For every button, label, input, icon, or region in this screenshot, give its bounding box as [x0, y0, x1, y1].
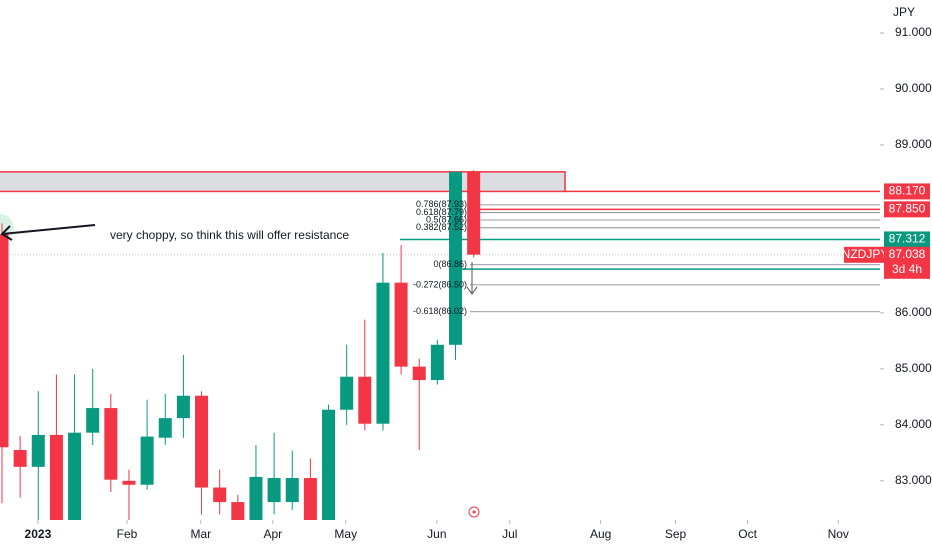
fib-label: 0.5(87.66) [426, 214, 467, 224]
candle-body [122, 480, 136, 485]
fib-label: -0.272(86.50) [413, 279, 467, 289]
countdown-label: 3d 4h [892, 262, 922, 276]
y-tick-label: 90.000 [895, 81, 932, 95]
candle-body [303, 478, 317, 520]
annotation: very choppy, so think this will offer re… [110, 228, 349, 242]
symbol-label: NZDJPY [842, 247, 889, 261]
fib-label: -0.618(86.02) [413, 306, 467, 316]
price-label: 87.850 [889, 202, 926, 216]
y-tick-label: 85.000 [895, 361, 932, 375]
y-unit: JPY [893, 5, 915, 19]
candle-body [213, 487, 227, 503]
candle-body [449, 171, 463, 345]
fib-label: 0(86.86) [433, 259, 467, 269]
current-price-label: 87.038 [889, 247, 926, 261]
price-label-box [884, 183, 930, 200]
candle-body [358, 376, 372, 424]
candle-body [49, 434, 63, 520]
candle-body [412, 366, 426, 381]
x-tick-label: Aug [590, 527, 611, 541]
candle-body [158, 418, 172, 438]
candle-body [176, 395, 190, 419]
candle-body [430, 344, 444, 381]
fib-label: 0.786(87.93) [416, 199, 467, 209]
candle-body [249, 476, 263, 520]
x-tick-label: 2023 [25, 527, 52, 541]
price-label-box [884, 231, 930, 248]
y-tick-label: 86.000 [895, 305, 932, 319]
symbol-box [844, 246, 886, 263]
y-tick-label: 91.000 [895, 25, 932, 39]
resistance-zone [0, 171, 566, 193]
arrow-head [0, 225, 13, 241]
x-tick-label: Sep [665, 527, 687, 541]
candle-body [31, 434, 45, 467]
candle-body [86, 408, 100, 433]
x-tick-label: Apr [263, 527, 282, 541]
fib-label: 0.618(87.79) [416, 207, 467, 217]
event-icon [468, 506, 480, 518]
y-tick-label: 84.000 [895, 417, 932, 431]
candle-body [467, 171, 481, 255]
candle-body [285, 478, 299, 503]
arrow [1, 224, 96, 235]
current-price-box [884, 246, 930, 279]
x-tick-label: Mar [190, 527, 211, 541]
candle-body [140, 436, 154, 485]
x-tick-label: Jun [427, 527, 446, 541]
y-tick-label: 89.000 [895, 137, 932, 151]
x-tick-label: May [334, 527, 357, 541]
candle-body [68, 432, 82, 520]
candle-body [195, 395, 209, 488]
candle-body [322, 409, 336, 520]
x-tick-label: Jul [502, 527, 517, 541]
fib-label: 0.382(87.52) [416, 222, 467, 232]
candle-body [394, 282, 408, 367]
x-tick-label: Nov [828, 527, 849, 541]
candle-body [340, 376, 354, 410]
candle-body [104, 408, 118, 480]
candle-body [231, 502, 245, 520]
x-tick-label: Oct [738, 527, 757, 541]
candle-body [267, 478, 281, 503]
x-tick-label: Feb [117, 527, 138, 541]
candle-body [0, 234, 9, 448]
price-label-box [884, 201, 930, 218]
price-label: 87.312 [889, 232, 926, 246]
candle-body [13, 450, 27, 467]
down-arrow-head [466, 286, 478, 295]
plot-area [0, 170, 880, 520]
event-icon-dot [472, 510, 476, 514]
candle-body [376, 282, 390, 424]
price-label: 88.170 [889, 184, 926, 198]
y-tick-label: 83.000 [895, 473, 932, 487]
